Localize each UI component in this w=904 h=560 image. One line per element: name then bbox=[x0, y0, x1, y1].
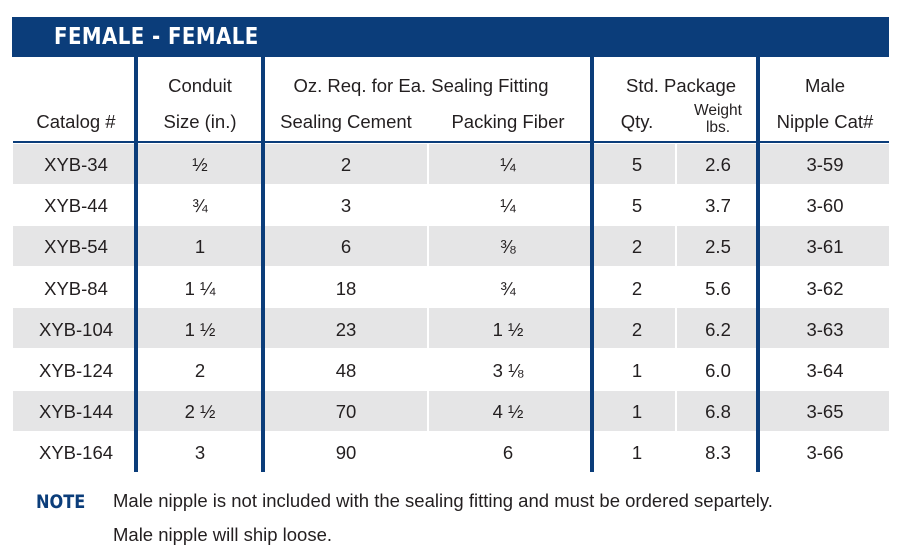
note-line-2: Male nipple will ship loose. bbox=[113, 524, 333, 545]
table-title: FEMALE - FEMALE bbox=[54, 24, 259, 50]
cell-qty: 2 bbox=[631, 236, 643, 258]
cell-weight: 3.7 bbox=[705, 195, 731, 217]
cell-nipple-cat: 3-65 bbox=[806, 401, 844, 423]
cell-qty: 1 bbox=[631, 360, 643, 381]
cell-qty: 2 bbox=[631, 318, 643, 340]
cell-weight: 6.8 bbox=[705, 401, 731, 423]
cell-nipple-cat: 3-62 bbox=[806, 277, 844, 299]
header-qty: Qty. bbox=[620, 111, 654, 132]
cell-conduit-size: ½ bbox=[192, 154, 208, 175]
header-std-package: Std. Package bbox=[625, 75, 737, 96]
cell-qty: 2 bbox=[631, 277, 643, 299]
column-separator bbox=[427, 144, 429, 432]
cell-packing-fiber: ¼ bbox=[500, 195, 516, 217]
cell-sealing-cement: 3 bbox=[340, 195, 352, 217]
row-background bbox=[13, 391, 889, 431]
header-oz-group: Oz. Req. for Ea. Sealing Fitting bbox=[293, 75, 549, 96]
cell-catalog: XYB-164 bbox=[38, 442, 114, 464]
cell-nipple-cat: 3-64 bbox=[806, 360, 844, 381]
cell-nipple-cat: 3-61 bbox=[806, 236, 844, 258]
cell-nipple-cat: 3-59 bbox=[806, 154, 844, 175]
cell-nipple-cat: 3-66 bbox=[806, 442, 844, 464]
header-weight-top: Weight bbox=[694, 102, 742, 119]
cell-catalog: XYB-44 bbox=[44, 195, 108, 217]
header-weight-bottom: lbs. bbox=[705, 119, 731, 136]
cell-packing-fiber: 4 ½ bbox=[492, 401, 524, 423]
cell-conduit-size: 1 bbox=[194, 236, 206, 258]
note-label: NOTE bbox=[36, 491, 86, 513]
cell-weight: 6.0 bbox=[705, 360, 731, 381]
header-male-top: Male bbox=[804, 75, 846, 96]
column-rule bbox=[261, 57, 265, 472]
cell-packing-fiber: 3 ⅛ bbox=[492, 360, 524, 381]
cell-catalog: XYB-84 bbox=[44, 277, 108, 299]
cell-sealing-cement: 2 bbox=[340, 154, 352, 175]
cell-catalog: XYB-144 bbox=[38, 401, 114, 423]
cell-sealing-cement: 23 bbox=[335, 318, 357, 340]
cell-conduit-size: ¾ bbox=[192, 195, 208, 217]
cell-packing-fiber: 6 bbox=[502, 442, 514, 464]
cell-sealing-cement: 90 bbox=[335, 442, 357, 464]
cell-nipple-cat: 3-63 bbox=[806, 318, 844, 340]
header-conduit-bottom: Size (in.) bbox=[163, 111, 237, 132]
cell-conduit-size: 2 ½ bbox=[184, 401, 216, 423]
cell-conduit-size: 2 bbox=[194, 360, 206, 381]
row-background bbox=[13, 144, 889, 184]
cell-catalog: XYB-34 bbox=[44, 154, 108, 175]
header-sealing-cement: Sealing Cement bbox=[280, 111, 412, 132]
cell-conduit-size: 3 bbox=[194, 442, 206, 464]
header-conduit-top: Conduit bbox=[168, 75, 232, 96]
cell-conduit-size: 1 ½ bbox=[184, 318, 216, 340]
cell-sealing-cement: 18 bbox=[335, 277, 357, 299]
cell-weight: 6.2 bbox=[705, 318, 731, 340]
cell-qty: 1 bbox=[631, 442, 643, 464]
cell-sealing-cement: 48 bbox=[335, 360, 357, 381]
cell-sealing-cement: 6 bbox=[340, 236, 352, 258]
header-male-bottom: Nipple Cat# bbox=[776, 111, 874, 132]
cell-catalog: XYB-104 bbox=[38, 318, 114, 340]
cell-weight: 5.6 bbox=[705, 277, 731, 299]
column-rule bbox=[756, 57, 760, 472]
cell-qty: 5 bbox=[631, 154, 643, 175]
header-packing-fiber: Packing Fiber bbox=[451, 111, 565, 132]
cell-catalog: XYB-124 bbox=[38, 360, 114, 381]
cell-sealing-cement: 70 bbox=[335, 401, 357, 423]
column-rule bbox=[590, 57, 594, 472]
row-background bbox=[13, 308, 889, 348]
header-catalog: Catalog # bbox=[36, 111, 116, 132]
cell-nipple-cat: 3-60 bbox=[806, 195, 844, 217]
cell-catalog: XYB-54 bbox=[44, 236, 108, 258]
cell-qty: 1 bbox=[631, 401, 643, 423]
cell-weight: 2.6 bbox=[705, 154, 731, 175]
row-background bbox=[13, 226, 889, 266]
cell-packing-fiber: ⅜ bbox=[500, 236, 516, 258]
table-title-bar: FEMALE - FEMALE bbox=[12, 17, 889, 57]
header-divider bbox=[13, 141, 889, 143]
note-line-1: Male nipple is not included with the sea… bbox=[113, 490, 773, 511]
cell-conduit-size: 1 ¼ bbox=[184, 277, 216, 299]
cell-weight: 2.5 bbox=[705, 236, 731, 258]
cell-packing-fiber: ¼ bbox=[500, 154, 516, 175]
cell-packing-fiber: 1 ½ bbox=[492, 318, 524, 340]
cell-qty: 5 bbox=[631, 195, 643, 217]
cell-packing-fiber: ¾ bbox=[500, 277, 516, 299]
column-separator bbox=[675, 144, 677, 432]
cell-weight: 8.3 bbox=[705, 442, 731, 464]
column-rule bbox=[134, 57, 138, 472]
